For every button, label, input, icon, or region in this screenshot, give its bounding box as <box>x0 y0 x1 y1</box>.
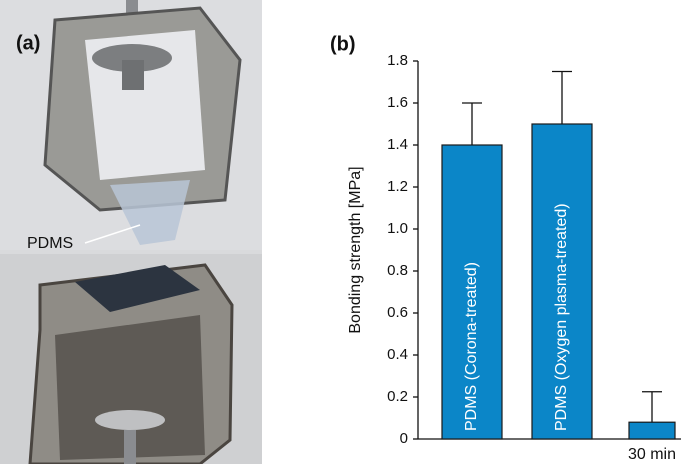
x-tick-label: 30 min <box>628 446 676 463</box>
nut <box>122 60 144 90</box>
y-tick-label: 0 <box>400 430 408 447</box>
chart-title: (b) <box>330 33 356 55</box>
y-tick-label: 1.6 <box>387 94 408 111</box>
y-tick-label: 1.8 <box>387 52 408 69</box>
y-tick-label: 0.8 <box>387 262 408 279</box>
y-tick-label: 1.0 <box>387 220 408 237</box>
annotation: PDMS <box>27 235 73 252</box>
panel-label: (a) <box>16 32 40 54</box>
y-tick-label: 0.2 <box>387 388 408 405</box>
figure: (a) PDMS (b) Bonding strength [MPa] 0 0.2… <box>0 0 681 464</box>
photo: (a) PDMS <box>0 0 262 464</box>
y-axis-label: Bonding strength [MPa] <box>347 166 364 333</box>
y-tick-label: 0.6 <box>387 304 408 321</box>
bar-label: PDMS (Oxygen plasma-treated) <box>553 203 570 431</box>
y-tick-label: 1.4 <box>387 136 408 153</box>
y-tick-label: 1.2 <box>387 178 408 195</box>
lower-rod <box>124 430 136 464</box>
bar-label: PDMS (Corona-treated) <box>463 262 480 431</box>
bar <box>629 422 675 439</box>
lower-washer <box>95 410 165 430</box>
y-tick-label: 0.4 <box>387 346 408 363</box>
